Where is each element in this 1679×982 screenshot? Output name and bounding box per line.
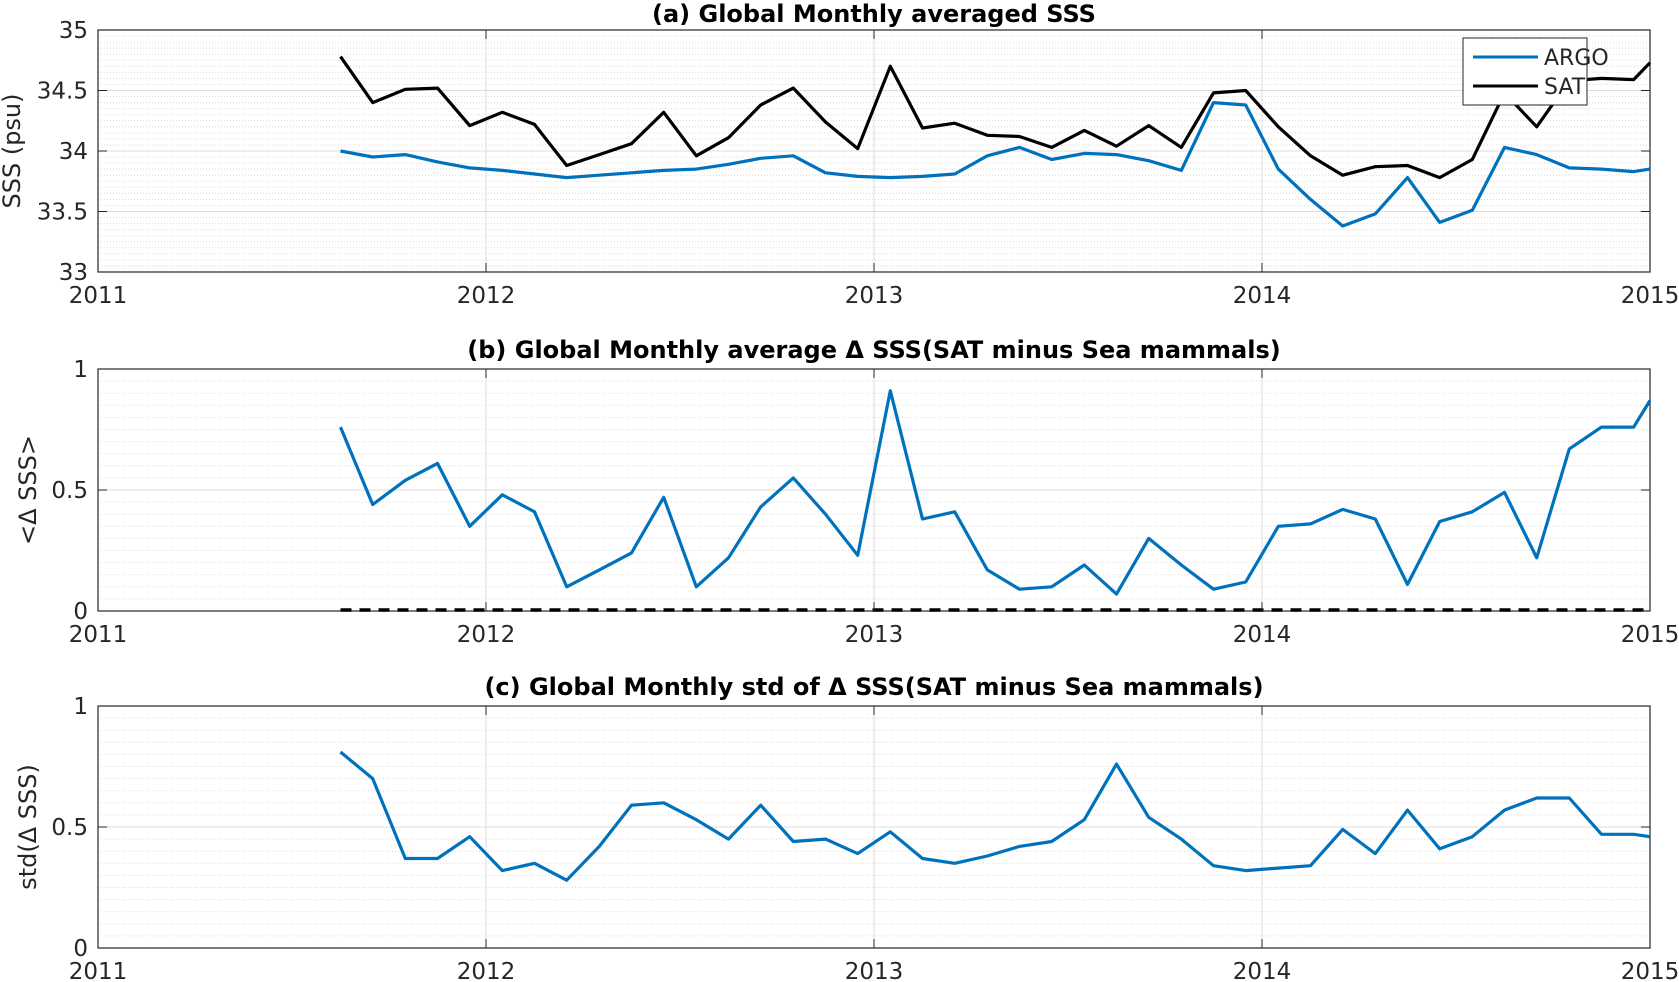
x-tick-label: 2013 — [845, 622, 904, 648]
y-tick-label: 1 — [73, 694, 88, 720]
panel-c-ticks: 2011 2012 2013 2014 2015 0 0.5 1 — [51, 694, 1679, 982]
panel-a: 2011 2012 2013 2014 2015 33 33.5 34 34.5 35 (a) G… — [0, 0, 1679, 309]
panel-a-ticks: 2011 2012 2013 2014 2015 33 33.5 34 34.5 35 — [37, 18, 1679, 309]
x-tick-label: 2014 — [1233, 622, 1292, 648]
y-tick-label: 34 — [59, 139, 88, 165]
x-tick-label: 2013 — [845, 959, 904, 982]
x-tick-label: 2014 — [1233, 959, 1292, 982]
panel-b-ticks: 2011 2012 2013 2014 2015 0 0.5 1 — [51, 357, 1679, 648]
y-tick-label: 0.5 — [51, 478, 88, 504]
panel-c-title: (c) Global Monthly std of Δ SSS(SAT minu… — [484, 673, 1263, 701]
y-tick-label: 0 — [73, 599, 88, 625]
y-tick-label: 1 — [73, 357, 88, 383]
x-tick-label: 2011 — [69, 959, 128, 982]
y-tick-label: 0 — [73, 936, 88, 962]
panel-b-grid — [98, 369, 1650, 611]
x-tick-label: 2014 — [1233, 283, 1292, 309]
panel-b-title: (b) Global Monthly average Δ SSS(SAT min… — [467, 336, 1280, 364]
y-tick-label: 33 — [59, 260, 88, 286]
y-tick-label: 0.5 — [51, 815, 88, 841]
x-tick-label: 2011 — [69, 622, 128, 648]
legend-box — [1462, 37, 1588, 106]
panel-a-series — [339, 55, 1652, 228]
panel-b-y-axis-label: <Δ SSS> — [14, 435, 42, 545]
x-tick-label: 2012 — [457, 622, 516, 648]
panel-a-y-axis-label: SSS (psu) — [0, 93, 26, 208]
y-tick-label: 33.5 — [37, 200, 88, 226]
panel-a-grid — [98, 30, 1650, 272]
x-tick-label: 2012 — [457, 959, 516, 982]
x-tick-label: 2013 — [845, 283, 904, 309]
legend-label-sat: SAT — [1544, 75, 1586, 100]
legend-label-argo: ARGO — [1544, 46, 1609, 71]
panel-c: 2011 2012 2013 2014 2015 0 0.5 1 (c) Global Mon… — [14, 673, 1679, 982]
sat-series-line — [339, 55, 1652, 180]
x-tick-label: 2015 — [1621, 622, 1679, 648]
panel-b: 2011 2012 2013 2014 2015 0 0.5 1 (b) Global Mon… — [14, 336, 1679, 648]
panel-c-grid — [98, 706, 1650, 948]
x-tick-label: 2015 — [1621, 959, 1679, 982]
x-tick-label: 2012 — [457, 283, 516, 309]
delta-sss-series-line — [339, 750, 1651, 882]
y-tick-label: 35 — [59, 18, 88, 44]
argo-series-line — [340, 100, 1651, 228]
x-tick-label: 2015 — [1621, 283, 1679, 309]
panel-a-legend: ARGO SAT — [1462, 37, 1609, 106]
panel-a-title: (a) Global Monthly averaged SSS — [652, 0, 1096, 28]
x-tick-label: 2011 — [69, 283, 128, 309]
panel-c-y-axis-label: std(Δ SSS) — [14, 764, 42, 890]
panel-b-series — [339, 389, 1652, 612]
y-tick-label: 34.5 — [37, 79, 88, 105]
delta-sss-series-line — [339, 389, 1652, 596]
panel-c-series — [339, 750, 1651, 882]
